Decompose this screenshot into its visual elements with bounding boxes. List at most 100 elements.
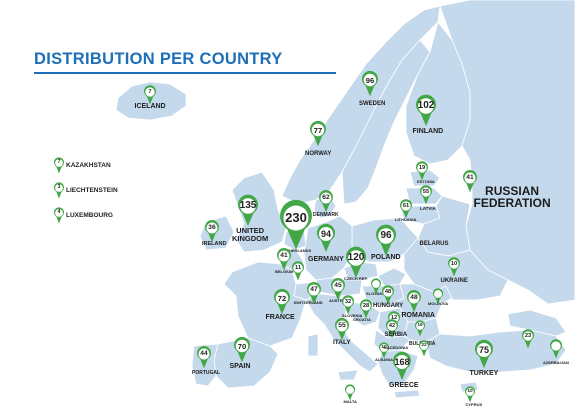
map-pin-icon: 77: [308, 120, 328, 147]
map-pin-icon: 7: [142, 84, 158, 105]
legend-pin-value: 7: [57, 159, 61, 165]
country-label: CZECH REP.: [344, 275, 368, 281]
map-pin-icon: 16: [413, 319, 427, 338]
legend-pin-value: 3: [57, 184, 61, 190]
map-pin-icon: 168: [391, 351, 413, 381]
country-label: AZERBAIJAN: [543, 359, 569, 365]
pin-value: 55: [338, 322, 346, 330]
country-label: GREECE: [389, 382, 419, 390]
title-underline: [34, 72, 336, 74]
pin-value: 10: [450, 260, 458, 267]
legend-label: LUXEMBOURG: [66, 212, 113, 219]
pin-value: 96: [365, 75, 375, 85]
map-pin-icon: 7: [52, 156, 66, 180]
map-pin-icon: 45: [329, 277, 347, 301]
land-great-britain: [231, 171, 287, 253]
country-label: FRANCE: [265, 314, 295, 322]
country-label: SLOVENIA: [342, 312, 363, 318]
pin-value: 32: [344, 298, 352, 305]
map-pin-icon: 22: [417, 339, 431, 358]
country-label: SWITZERLAND: [293, 299, 323, 305]
land-caucasus: [507, 309, 567, 337]
country-label: SWEDEN: [359, 101, 386, 108]
map-pin-icon: 28: [358, 298, 374, 319]
country-label: ICELAND: [134, 103, 166, 111]
map-pin-icon: 102: [414, 94, 438, 127]
pin-value: 10: [381, 345, 387, 351]
pin-value: 19: [418, 164, 426, 171]
map-pin-icon: 96: [360, 70, 380, 97]
pin-value: 96: [380, 230, 392, 242]
pin-value: 47: [310, 286, 318, 294]
pin-value: 42: [388, 322, 396, 329]
map-pin-icon: [369, 277, 383, 296]
map-pin-icon: 19: [414, 160, 430, 181]
country-label: BELGIUM: [275, 268, 294, 274]
pin-value: 75: [478, 344, 489, 355]
country-label: LITHUANIA: [395, 216, 417, 222]
map-pin-icon: 48: [380, 284, 396, 305]
pin-value: 135: [239, 200, 257, 212]
pin-value: 230: [285, 210, 307, 226]
map-pin-icon: 10: [377, 341, 391, 360]
map-pin-icon: 96: [374, 224, 398, 257]
country-label: CROATIA: [353, 316, 371, 322]
pin-value: 10: [467, 389, 473, 395]
pin-value: 45: [334, 282, 342, 290]
pin-value: 41: [280, 252, 288, 260]
country-label: PORTUGAL: [192, 369, 221, 376]
country-label: FINLAND: [412, 128, 444, 136]
land-sicily: [337, 369, 359, 381]
country-label: SERBIA: [384, 332, 408, 339]
map-pin-icon: 55: [418, 184, 434, 205]
legend-label: KAZAKHSTAN: [66, 162, 111, 169]
country-label: AUSTRIA: [329, 297, 347, 303]
country-label: ESTONIA: [417, 178, 435, 184]
pin-value: 41: [466, 174, 474, 182]
country-label: UNITED KINGDOM: [232, 226, 269, 244]
pin-value: 44: [200, 350, 208, 358]
map-pin-icon: [431, 287, 445, 306]
country-label: LATVIA: [420, 205, 436, 211]
country-label: GERMANY: [308, 256, 344, 264]
map-pin-icon: 120: [344, 246, 368, 279]
map-pin-icon: 3: [52, 181, 66, 205]
pin-value: 36: [208, 224, 216, 232]
country-label: HUNGARY: [373, 303, 404, 310]
country-label: CYPRUS: [465, 401, 483, 407]
country-label: UKRAINE: [440, 278, 468, 285]
map-pin-icon: 11: [290, 260, 306, 281]
map-pin-icon: 41: [275, 247, 293, 271]
country-label: NETHERLANDS: [281, 247, 312, 253]
land-crete: [393, 389, 421, 399]
country-label: MOLDOVA: [428, 300, 449, 306]
pin-value: 11: [294, 264, 301, 271]
pin-value: 55: [422, 188, 430, 195]
pin-value: 28: [362, 302, 370, 309]
map-pin-icon: 61: [398, 198, 414, 219]
country-label: BELARUS: [419, 241, 449, 248]
pin-value: 168: [394, 356, 410, 367]
country-label: ITALY: [333, 339, 351, 347]
map-pin-icon: 44: [195, 345, 213, 369]
country-label: RUSSIAN FEDERATION: [473, 183, 551, 211]
map-pin-icon: 72: [272, 288, 292, 315]
pin-value: 72: [277, 293, 287, 303]
country-label: IRELAND: [202, 241, 227, 248]
pin-value: 70: [237, 341, 247, 351]
pin-value: 61: [402, 202, 410, 209]
map-pin-icon: 70: [232, 336, 252, 363]
pin-value: 48: [384, 288, 392, 295]
pin-value: 23: [524, 332, 532, 339]
map-pin-icon: 48: [405, 289, 423, 313]
map-pin-icon: 135: [236, 194, 260, 227]
country-label: MACEDONIA: [383, 344, 409, 350]
map-pin-icon: 230: [278, 199, 314, 250]
map-pin-icon: 42: [384, 318, 400, 339]
country-label: DENMARK: [313, 211, 339, 218]
legend-pin-value: 4: [57, 209, 61, 215]
map-pin-icon: 62: [317, 189, 335, 213]
map-pin-icon: 23: [520, 328, 536, 349]
pin-value: 7: [148, 88, 152, 95]
